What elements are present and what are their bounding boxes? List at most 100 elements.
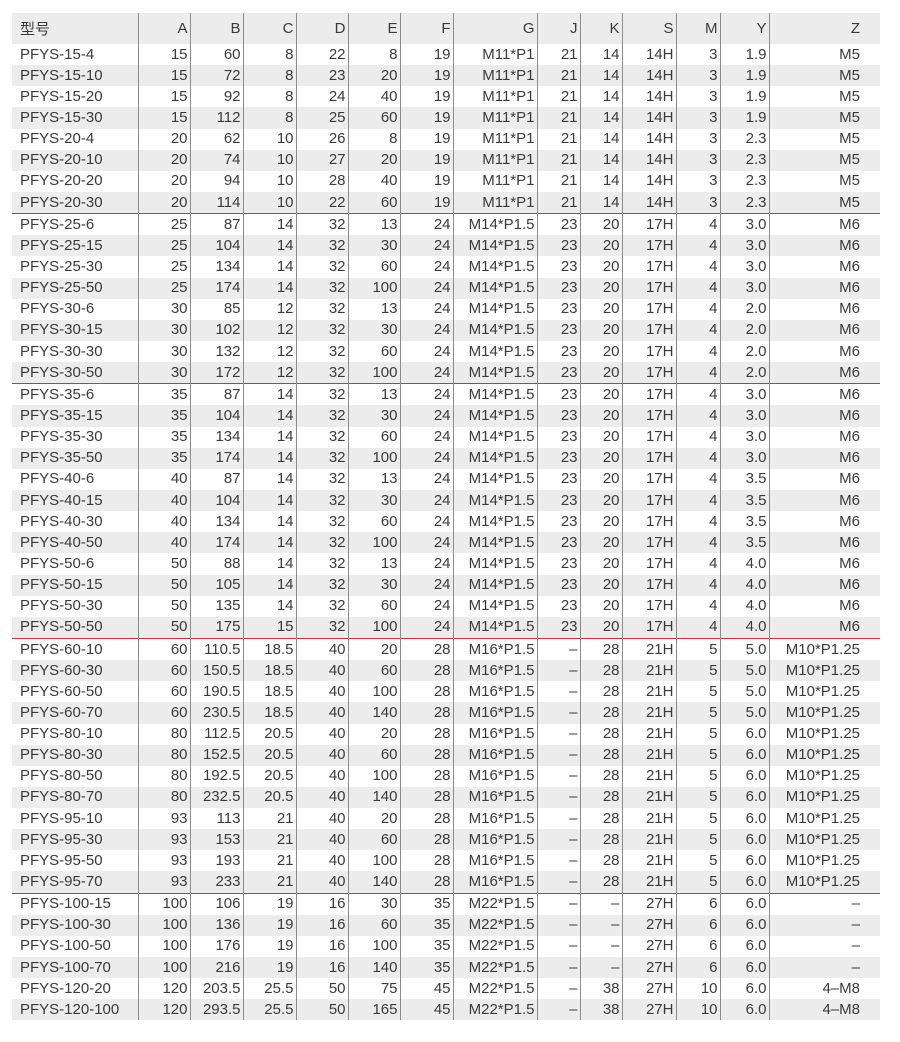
value-cell: 24 <box>400 616 454 639</box>
value-cell: 3 <box>676 86 721 108</box>
value-cell: 27H <box>622 914 677 936</box>
value-cell: 17H <box>622 447 677 469</box>
value-cell: 6.0 <box>720 871 770 894</box>
value-cell: 19 <box>243 935 297 958</box>
value-cell: 24 <box>400 532 454 554</box>
value-cell: 150.5 <box>190 660 244 682</box>
value-cell: 25 <box>296 107 349 129</box>
value-cell: 24 <box>400 595 454 617</box>
value-cell: M16*P1.5 <box>453 829 538 851</box>
value-cell: 132 <box>190 340 244 363</box>
value-cell: 1.9 <box>720 65 770 87</box>
value-cell: 80 <box>138 786 191 809</box>
value-cell: M11*P1 <box>453 86 538 108</box>
value-cell: 15 <box>138 65 191 87</box>
table-row: PFYS-40-15 40 104 14 32 30 24 M14*P1.5 23 20 17H 4 3… <box>12 489 880 512</box>
value-cell: 25.5 <box>243 999 297 1021</box>
value-cell: 23 <box>537 553 581 575</box>
value-cell: 35 <box>400 957 454 979</box>
value-cell: 40 <box>348 170 401 192</box>
value-cell: 93 <box>138 829 191 851</box>
value-cell: M14*P1.5 <box>453 447 538 469</box>
value-cell: 40 <box>296 702 349 724</box>
value-cell: 14 <box>243 553 297 575</box>
table-row: PFYS-80-50 80 192.5 20.5 40 100 28 M16*P1.5–28 2… <box>12 765 880 787</box>
table-row: PFYS-40-6 40 87 14 32 13 24 M14*P1.5 23 20 17H 4 3.5… <box>12 468 880 490</box>
value-cell: 32 <box>296 574 349 596</box>
value-cell: M14*P1.5 <box>453 511 538 533</box>
value-cell: 120 <box>138 999 191 1021</box>
model-cell: PFYS-100-30 <box>12 914 139 936</box>
value-cell: 104 <box>190 235 244 257</box>
value-cell: 32 <box>296 277 349 299</box>
value-cell: 230.5 <box>190 702 244 724</box>
value-cell: M22*P1.5 <box>453 892 538 915</box>
value-cell: 23 <box>537 616 581 639</box>
value-cell: 20 <box>580 405 623 427</box>
value-cell: 3.0 <box>720 405 770 427</box>
value-cell: 16 <box>296 892 349 915</box>
value-cell: 40 <box>296 723 349 745</box>
value-cell: M14*P1.5 <box>453 489 538 512</box>
value-cell: 20 <box>580 426 623 448</box>
value-cell: 14 <box>243 213 297 236</box>
value-cell: M14*P1.5 <box>453 319 538 341</box>
value-cell: 45 <box>400 978 454 1000</box>
value-cell: 28 <box>400 829 454 851</box>
value-cell: 14H <box>622 149 677 171</box>
value-cell: 20 <box>580 383 623 406</box>
value-cell: 10 <box>243 149 297 171</box>
value-cell: 19 <box>400 170 454 192</box>
value-cell: 100 <box>348 935 401 958</box>
value-cell: 15 <box>138 44 191 66</box>
value-cell: 27H <box>622 957 677 979</box>
value-cell: 17H <box>622 532 677 554</box>
value-cell: M14*P1.5 <box>453 468 538 490</box>
value-cell: 16 <box>296 914 349 936</box>
value-cell: 20 <box>348 808 401 830</box>
value-cell: 24 <box>400 468 454 490</box>
value-cell: 17H <box>622 256 677 278</box>
model-cell: PFYS-40-30 <box>12 511 139 533</box>
value-cell: M11*P1 <box>453 128 538 150</box>
value-cell: 3.5 <box>720 532 770 554</box>
value-cell: 40 <box>296 681 349 703</box>
value-cell: 13 <box>348 298 401 320</box>
value-cell: 20 <box>138 191 191 214</box>
value-cell: 1.9 <box>720 44 770 66</box>
value-cell: 30 <box>348 574 401 596</box>
value-cell: 100 <box>348 532 401 554</box>
value-cell: M14*P1.5 <box>453 426 538 448</box>
value-cell: 30 <box>138 340 191 363</box>
value-cell: 60 <box>190 44 244 66</box>
column-header: M <box>676 13 721 44</box>
value-cell: 14H <box>622 44 677 66</box>
column-header: 型号 <box>12 13 139 44</box>
model-cell: PFYS-80-30 <box>12 744 139 766</box>
value-cell: – <box>537 702 581 724</box>
table-row: PFYS-80-30 80 152.5 20.5 40 60 28 M16*P1.5–28 21… <box>12 744 880 766</box>
value-cell: 100 <box>138 914 191 936</box>
column-header: J <box>537 13 581 44</box>
value-cell: 5 <box>676 850 721 872</box>
value-cell: 24 <box>400 405 454 427</box>
value-cell: 28 <box>580 702 623 724</box>
value-cell: 4 <box>676 468 721 490</box>
value-cell: M6 <box>769 489 880 512</box>
value-cell: – <box>537 723 581 745</box>
value-cell: 232.5 <box>190 786 244 809</box>
value-cell: 5 <box>676 786 721 809</box>
value-cell: M6 <box>839 470 860 488</box>
value-cell: 21H <box>622 786 677 809</box>
value-cell: 21H <box>622 808 677 830</box>
value-cell: M16*P1.5 <box>453 681 538 703</box>
value-cell: 10 <box>243 191 297 214</box>
value-cell: 21 <box>243 829 297 851</box>
value-cell: 18.5 <box>243 702 297 724</box>
value-cell: 20 <box>580 616 623 639</box>
value-cell: M10*P1.25 <box>785 682 860 700</box>
value-cell: 4.0 <box>720 574 770 596</box>
value-cell: M6 <box>839 300 860 318</box>
value-cell: 14 <box>243 277 297 299</box>
value-cell: 60 <box>138 637 191 661</box>
